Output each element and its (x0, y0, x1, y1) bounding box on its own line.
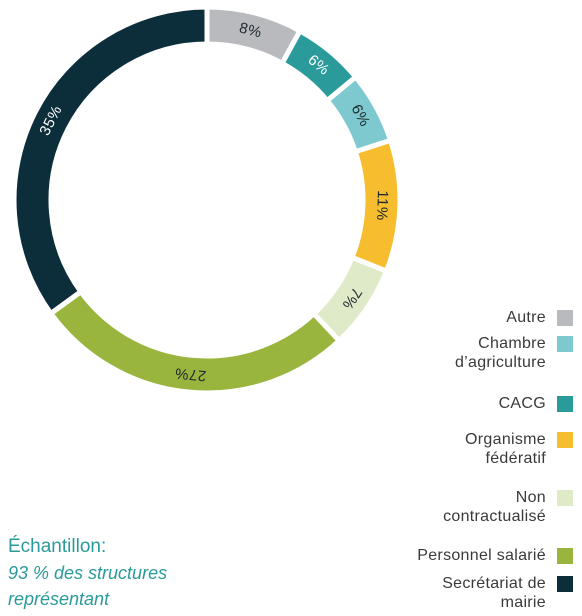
legend-swatch (557, 336, 573, 352)
legend-swatch (557, 396, 573, 412)
legend-label: CACG (498, 395, 546, 412)
legend-label: Non contractualisé (443, 489, 546, 525)
legend-label: Chambre d’agriculture (454, 335, 546, 371)
legend-swatch (557, 490, 573, 506)
legend-swatch (557, 548, 573, 564)
note: Échantillon: 93 % des structures représe… (8, 534, 258, 612)
donut-segment (11, 4, 210, 317)
legend-label: Secrétariat de mairie (442, 575, 546, 611)
data-label: 11% (373, 190, 391, 221)
legend-label: Autre (506, 309, 546, 326)
data-label: 27% (174, 364, 207, 384)
legend-label: Personnel salarié (417, 547, 546, 564)
legend-swatch (557, 310, 573, 326)
legend-swatch (557, 432, 573, 448)
legend-label: Organisme fédératif (465, 431, 546, 467)
note-text: 93 % des structures représentant (8, 563, 168, 609)
legend-swatch (557, 576, 573, 592)
note-title: Échantillon: (8, 536, 107, 557)
data-label: 8% (237, 19, 263, 41)
